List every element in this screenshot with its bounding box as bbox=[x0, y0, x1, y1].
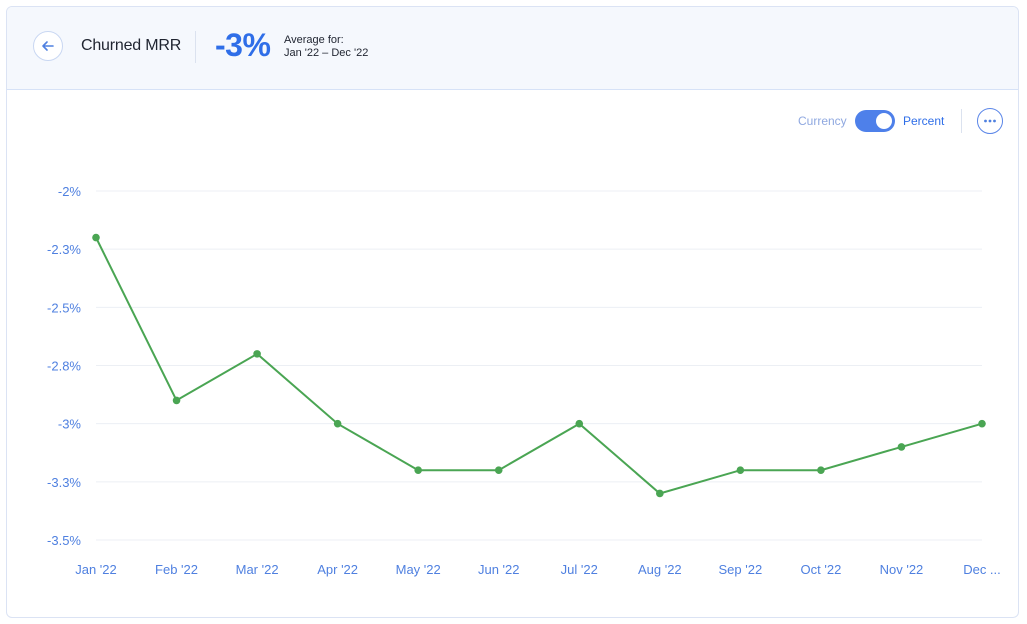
x-tick-label: Sep '22 bbox=[719, 562, 763, 577]
percent-label[interactable]: Percent bbox=[903, 114, 945, 128]
data-point[interactable] bbox=[253, 350, 261, 358]
page-title: Churned MRR bbox=[81, 37, 182, 54]
y-tick-label: -2.3% bbox=[47, 242, 81, 257]
card-header: Churned MRR -3% Average for: Jan '22 – D… bbox=[7, 7, 1018, 90]
average-label: Average for: bbox=[284, 34, 344, 46]
chart-controls: Currency Percent bbox=[7, 107, 1018, 137]
x-tick-label: Oct '22 bbox=[801, 562, 842, 577]
more-dots-icon bbox=[984, 119, 996, 123]
data-point[interactable] bbox=[414, 466, 422, 475]
y-tick-label: -3% bbox=[58, 417, 82, 432]
controls-divider bbox=[961, 109, 962, 133]
x-tick-label: Jun '22 bbox=[478, 562, 520, 577]
y-tick-label: -2.5% bbox=[47, 300, 81, 315]
x-tick-label: Feb '22 bbox=[155, 562, 198, 577]
y-tick-label: -2.8% bbox=[47, 359, 81, 374]
currency-percent-toggle[interactable] bbox=[855, 110, 895, 132]
data-point[interactable] bbox=[736, 466, 745, 475]
data-point[interactable] bbox=[494, 466, 503, 475]
line-chart: -2% -2.3% -2.5% -2.8% -3% -3.3% -3.5% Jan '22 F… bbox=[47, 184, 1001, 577]
data-point[interactable] bbox=[92, 233, 100, 242]
x-tick-label: Jan '22 bbox=[75, 562, 117, 577]
header-divider bbox=[195, 31, 196, 63]
data-point[interactable] bbox=[575, 419, 584, 428]
data-point[interactable] bbox=[817, 466, 825, 475]
x-tick-label: Nov '22 bbox=[880, 562, 924, 577]
x-tick-label: Aug '22 bbox=[638, 562, 682, 577]
data-point[interactable] bbox=[978, 419, 986, 428]
y-tick-label: -2% bbox=[58, 184, 82, 199]
series-line bbox=[95, 237, 983, 495]
data-point[interactable] bbox=[172, 396, 181, 405]
x-tick-label: Jul '22 bbox=[561, 562, 598, 577]
data-point[interactable] bbox=[333, 419, 342, 428]
currency-label[interactable]: Currency bbox=[798, 114, 847, 128]
back-button[interactable] bbox=[33, 31, 63, 61]
x-tick-label: Apr '22 bbox=[317, 562, 358, 577]
average-range: Jan '22 – Dec '22 bbox=[284, 47, 369, 59]
x-tick-label: Mar '22 bbox=[236, 562, 279, 577]
y-tick-label: -3.5% bbox=[47, 533, 81, 548]
toggle-knob bbox=[876, 113, 892, 129]
x-tick-label: Dec ... bbox=[963, 562, 1001, 577]
average-value: -3% bbox=[215, 27, 271, 63]
chart-card: Churned MRR -3% Average for: Jan '22 – D… bbox=[6, 6, 1019, 618]
more-options-button[interactable] bbox=[977, 108, 1003, 134]
data-point[interactable] bbox=[656, 489, 664, 498]
y-tick-label: -3.3% bbox=[47, 475, 81, 490]
data-point[interactable] bbox=[897, 443, 906, 451]
arrow-left-icon bbox=[42, 41, 54, 51]
x-tick-label: May '22 bbox=[396, 562, 441, 577]
